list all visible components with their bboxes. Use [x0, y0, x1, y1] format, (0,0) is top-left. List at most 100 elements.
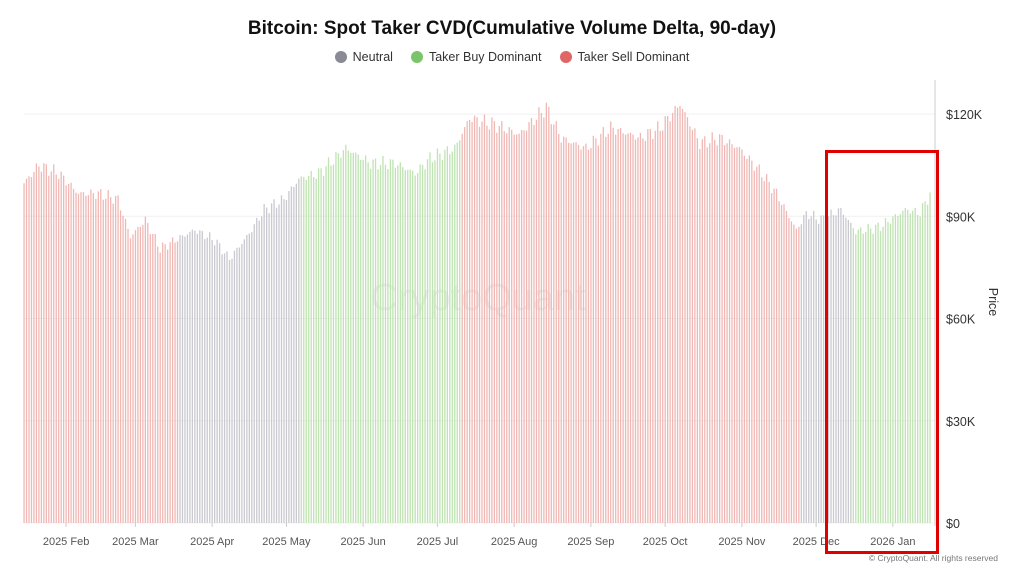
bar: [706, 147, 708, 524]
legend-item-neutral[interactable]: Neutral: [334, 50, 393, 64]
bar: [696, 138, 699, 523]
bar: [421, 164, 424, 524]
bar: [567, 142, 570, 524]
bar: [58, 178, 60, 523]
legend-label: Taker Sell Dominant: [577, 50, 690, 64]
y-tick-label: $120K: [946, 108, 983, 122]
y-tick-label: $60K: [946, 313, 976, 327]
bar: [85, 195, 87, 524]
bar: [92, 193, 95, 523]
bar: [711, 132, 713, 524]
y-tick-label: $30K: [946, 415, 976, 429]
bar: [137, 226, 139, 524]
bar: [75, 192, 77, 523]
bar: [273, 199, 275, 523]
x-tick-label: 2025 Jul: [417, 536, 459, 548]
bar: [478, 126, 481, 523]
bar: [117, 195, 119, 523]
bar: [602, 127, 604, 523]
bar: [38, 166, 40, 523]
bar: [261, 216, 263, 524]
bar: [221, 254, 223, 523]
bar: [102, 199, 104, 523]
bar: [902, 210, 904, 524]
bar: [743, 155, 746, 523]
bar: [377, 169, 379, 523]
bar: [659, 130, 661, 523]
bar: [919, 216, 921, 523]
bar: [753, 170, 755, 523]
bar: [412, 170, 414, 524]
bar: [285, 200, 288, 523]
bar: [592, 135, 595, 524]
bar: [35, 163, 38, 524]
bar: [327, 157, 330, 523]
bar: [899, 214, 901, 524]
bar: [223, 253, 226, 523]
bar: [142, 224, 144, 523]
bar: [642, 138, 644, 523]
legend-item-buy[interactable]: Taker Buy Dominant: [410, 50, 542, 64]
bar: [60, 171, 62, 523]
bar: [441, 160, 444, 524]
bar: [553, 124, 555, 524]
bar: [822, 215, 825, 523]
bar: [600, 133, 602, 524]
x-tick-label: 2025 Nov: [718, 536, 766, 548]
bar: [842, 214, 845, 523]
bar: [434, 160, 436, 523]
bar: [468, 119, 471, 523]
bar: [82, 192, 85, 523]
bar: [424, 169, 426, 524]
bar: [686, 117, 689, 524]
bar: [231, 258, 233, 523]
x-tick-label: 2026 Jan: [870, 536, 915, 548]
bar: [449, 154, 451, 523]
bar: [540, 113, 543, 523]
bar: [835, 215, 837, 523]
bar: [496, 132, 498, 523]
legend-dot: [410, 51, 423, 63]
bar: [313, 177, 315, 523]
bar: [124, 218, 127, 524]
bar: [869, 228, 872, 523]
bar: [369, 168, 372, 523]
bar: [201, 231, 203, 523]
bar: [216, 239, 218, 524]
bar: [464, 127, 466, 523]
bar: [382, 155, 384, 524]
bar: [850, 222, 852, 523]
bar: [530, 118, 533, 524]
bar: [303, 176, 305, 523]
bar: [565, 137, 567, 523]
bar: [243, 239, 246, 523]
bar: [226, 251, 228, 524]
bar: [446, 146, 448, 523]
bar: [350, 152, 352, 523]
bar: [607, 133, 609, 523]
bar: [525, 130, 528, 523]
bar: [617, 128, 619, 523]
bar: [783, 204, 785, 523]
bar: [815, 219, 817, 523]
watermark: CryptoQuant: [370, 277, 586, 319]
bar: [372, 159, 374, 524]
bar: [426, 159, 429, 523]
bar: [25, 178, 28, 523]
legend-item-sell[interactable]: Taker Sell Dominant: [559, 50, 690, 64]
x-tick-label: 2025 Feb: [43, 536, 89, 548]
bar: [867, 223, 869, 524]
x-tick-label: 2025 Dec: [793, 536, 841, 548]
bar: [214, 245, 216, 523]
bar: [300, 176, 302, 523]
bar: [679, 106, 681, 524]
bar: [473, 115, 476, 523]
bar: [629, 132, 632, 523]
bar: [897, 216, 899, 523]
bar: [714, 140, 716, 523]
bar: [315, 178, 317, 523]
bar: [503, 131, 505, 523]
bar: [793, 224, 795, 523]
bar: [166, 249, 169, 524]
x-tick-label: 2025 Aug: [491, 536, 538, 548]
